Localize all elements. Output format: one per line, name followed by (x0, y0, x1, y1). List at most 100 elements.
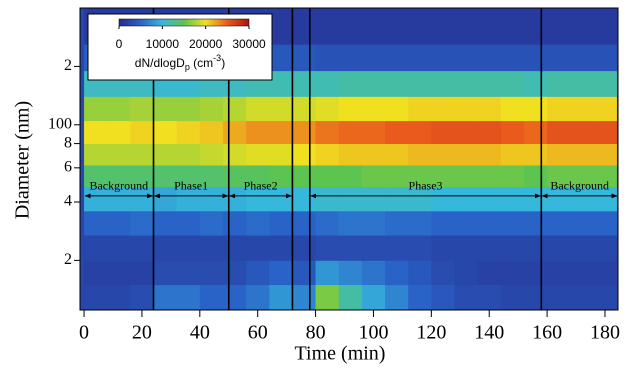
heat-cell (361, 70, 386, 97)
heat-cell (315, 44, 340, 72)
x-tick-label: 160 (532, 322, 562, 344)
heat-cell (523, 120, 548, 144)
heat-cell (593, 96, 617, 122)
heat-cell (292, 186, 316, 212)
x-tick-label: 100 (358, 322, 388, 344)
heat-cell (477, 96, 502, 122)
heat-cell (385, 235, 409, 261)
heat-cell (570, 143, 594, 166)
x-tick-label: 0 (79, 322, 89, 344)
heat-cell (523, 96, 548, 122)
heat-cell (338, 8, 363, 45)
heat-cell (454, 186, 479, 212)
heat-cell (246, 165, 270, 188)
heat-cell (431, 186, 455, 212)
heat-cell (523, 165, 548, 188)
heat-cell (431, 235, 455, 261)
phase-label: Background (89, 179, 148, 193)
heat-cell (477, 8, 502, 45)
heat-cell (454, 143, 479, 166)
heat-cell (269, 143, 293, 166)
heat-cell (523, 70, 548, 97)
heat-cell (361, 96, 386, 122)
heat-cell (315, 235, 340, 261)
heat-cell (454, 70, 479, 97)
heat-cell (292, 8, 316, 45)
heat-cell (292, 70, 316, 97)
heat-cell (454, 8, 479, 45)
heat-cell (338, 186, 363, 212)
heat-cell (338, 235, 363, 261)
heat-cell (408, 165, 432, 188)
heat-cell (593, 235, 617, 261)
heat-cell (408, 210, 432, 236)
colorbar-label-part: p (185, 62, 190, 72)
heat-cell (246, 210, 270, 236)
heat-cell (176, 260, 201, 286)
heat-cell (269, 120, 293, 144)
heat-cell (385, 210, 409, 236)
heat-cell (361, 165, 386, 188)
heat-cell (547, 165, 571, 188)
heat-cell (408, 120, 432, 144)
heat-cell (222, 235, 247, 261)
heat-cell (269, 186, 293, 212)
heat-cell (477, 235, 502, 261)
heat-cell (500, 210, 525, 236)
heatmap (80, 8, 618, 311)
heat-cell (176, 210, 201, 236)
colorbar-label-part: dN/dlogD (135, 56, 185, 70)
x-tick-label: 60 (248, 322, 268, 344)
heat-cell (547, 70, 571, 97)
heat-cell (222, 260, 247, 286)
heat-cell (454, 260, 479, 286)
heat-cell (500, 70, 525, 97)
heat-cell (199, 186, 224, 212)
heat-cell (593, 210, 617, 236)
x-tick-label: 40 (190, 322, 210, 344)
heat-cell (570, 120, 594, 144)
heat-cell (385, 186, 409, 212)
heat-cell (431, 284, 455, 311)
heat-cell (292, 143, 316, 166)
heat-cell (176, 165, 201, 188)
heat-cell (176, 96, 201, 122)
heat-cell (84, 165, 108, 188)
heat-cell (477, 210, 502, 236)
heat-cell (130, 260, 154, 286)
heat-cell (361, 210, 386, 236)
heat-cell (107, 165, 131, 188)
heat-cell (130, 235, 154, 261)
heat-cell (408, 284, 432, 311)
heat-cell (408, 70, 432, 97)
heat-cell (338, 165, 363, 188)
heat-cell (107, 284, 131, 311)
heat-cell (431, 96, 455, 122)
heat-cell (269, 210, 293, 236)
heat-cell (500, 186, 525, 212)
heat-cell (547, 96, 571, 122)
heat-cell (593, 260, 617, 286)
heat-cell (107, 96, 131, 122)
colorbar-tick-label: 0 (116, 37, 123, 51)
colorbar-label-part: ) (221, 56, 225, 70)
heat-cell (269, 8, 293, 45)
heat-cell (431, 44, 455, 72)
heat-cell (385, 8, 409, 45)
heat-cell (500, 143, 525, 166)
heat-cell (385, 120, 409, 144)
heat-cell (222, 210, 247, 236)
colorbar (118, 18, 250, 27)
heat-cell (292, 120, 316, 144)
heat-cell (500, 96, 525, 122)
heat-cell (385, 70, 409, 97)
heat-cell (361, 44, 386, 72)
heat-cell (593, 44, 617, 72)
heat-cell (338, 70, 363, 97)
heat-cell (130, 120, 154, 144)
heat-cell (269, 96, 293, 122)
x-tick-label: 180 (590, 322, 620, 344)
heat-cell (315, 165, 340, 188)
heat-cell (431, 165, 455, 188)
